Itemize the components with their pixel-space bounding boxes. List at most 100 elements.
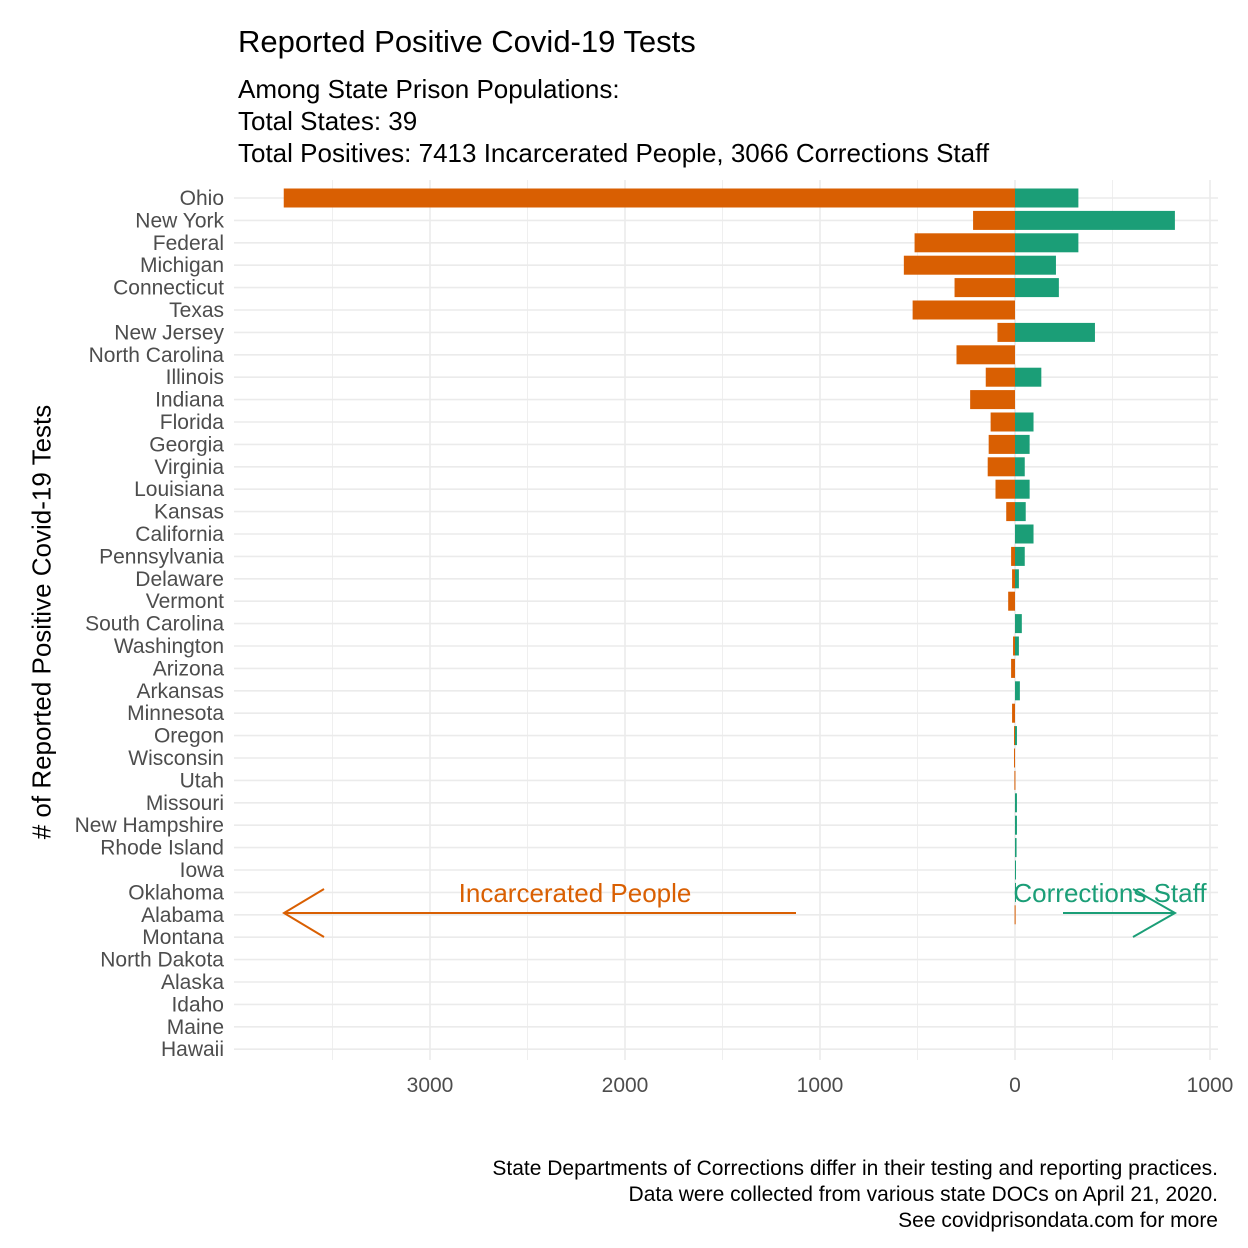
x-tick-label: 2000: [602, 1074, 649, 1097]
annotations: Incarcerated People Corrections Staff: [282, 878, 1207, 938]
bars: [283, 188, 1175, 925]
y-tick-label: California: [135, 523, 224, 546]
y-tick-label: Virginia: [154, 456, 224, 479]
bar-staff-delaware: [1015, 569, 1019, 589]
y-tick-label: Arkansas: [136, 680, 224, 703]
y-tick-label: Alaska: [161, 971, 224, 994]
y-tick-label: New Hampshire: [75, 814, 224, 837]
arrow-right-head: [1132, 888, 1178, 938]
bar-incarcerated-new-york: [973, 210, 1015, 230]
bar-incarcerated-minnesota: [1012, 703, 1015, 723]
grid-lines: [234, 180, 1218, 1060]
bar-incarcerated-louisiana: [995, 479, 1015, 499]
chart-subtitle-line-2: Total States: 39: [238, 106, 418, 136]
chart-subtitle-line-3: Total Positives: 7413 Incarcerated Peopl…: [238, 138, 990, 168]
y-tick-label: North Dakota: [100, 949, 224, 972]
bar-incarcerated-federal: [914, 233, 1015, 253]
bar-incarcerated-delaware: [1012, 569, 1015, 589]
y-tick-label: Michigan: [140, 254, 224, 277]
y-tick-label: Idaho: [171, 993, 224, 1016]
bar-staff-california: [1015, 524, 1034, 544]
bar-staff-washington: [1015, 636, 1019, 656]
bar-staff-iowa: [1015, 860, 1016, 880]
caption-line-1: State Departments of Corrections differ …: [492, 1157, 1218, 1180]
y-tick-label: Florida: [160, 411, 225, 434]
bar-staff-georgia: [1015, 434, 1030, 454]
bar-incarcerated-alabama: [1014, 905, 1016, 925]
bar-incarcerated-michigan: [903, 255, 1015, 275]
bar-incarcerated-utah: [1014, 770, 1016, 790]
bar-staff-oregon: [1015, 726, 1017, 746]
y-tick-label: Arizona: [153, 657, 225, 680]
bar-incarcerated-north-carolina: [956, 345, 1015, 365]
bar-staff-oklahoma: [1015, 882, 1016, 902]
y-tick-label: Vermont: [146, 590, 224, 613]
bar-incarcerated-new-jersey: [997, 322, 1015, 342]
bar-incarcerated-pennsylvania: [1011, 546, 1015, 566]
bar-incarcerated-washington: [1013, 636, 1015, 656]
chart-title: Reported Positive Covid-19 Tests: [238, 24, 696, 59]
bar-incarcerated-arizona: [1011, 658, 1015, 678]
y-tick-label: Delaware: [135, 568, 224, 591]
x-tick-label: 3000: [407, 1074, 454, 1097]
y-tick-label: Montana: [142, 926, 224, 949]
bar-incarcerated-illinois: [985, 367, 1015, 387]
bar-incarcerated-connecticut: [954, 278, 1015, 298]
y-tick-label: Hawaii: [161, 1038, 224, 1061]
y-tick-label: Alabama: [141, 904, 224, 927]
caption-line-2: Data were collected from various state D…: [628, 1183, 1218, 1206]
bar-staff-virginia: [1015, 457, 1025, 477]
y-tick-label: New York: [135, 209, 224, 232]
y-tick-label: Missouri: [146, 792, 224, 815]
y-tick-label: Oklahoma: [128, 881, 224, 904]
arrow-left-head: [282, 888, 325, 938]
y-tick-label: Maine: [167, 1016, 224, 1039]
x-tick-label: 1000: [1187, 1074, 1234, 1097]
bar-staff-louisiana: [1015, 479, 1030, 499]
bar-staff-michigan: [1015, 255, 1056, 275]
y-tick-label: Iowa: [180, 859, 225, 882]
y-tick-label: Texas: [169, 299, 224, 322]
bar-staff-pennsylvania: [1015, 546, 1025, 566]
x-tick-label: 1000: [797, 1074, 844, 1097]
bar-staff-florida: [1015, 412, 1034, 432]
y-tick-label: Indiana: [155, 389, 224, 412]
y-tick-label: Pennsylvania: [99, 545, 224, 568]
bar-staff-new-jersey: [1015, 322, 1095, 342]
bar-incarcerated-indiana: [970, 390, 1015, 410]
bar-incarcerated-texas: [912, 300, 1015, 320]
y-tick-label: Illinois: [166, 366, 224, 389]
chart-caption: State Departments of Corrections differ …: [492, 1156, 1218, 1234]
y-tick-label: Georgia: [149, 433, 224, 456]
y-tick-label: New Jersey: [114, 321, 224, 344]
bar-incarcerated-wisconsin: [1014, 748, 1016, 768]
y-tick-label: Utah: [180, 769, 224, 792]
y-tick-label: Louisiana: [134, 478, 224, 501]
bar-staff-ohio: [1015, 188, 1079, 208]
y-tick-label: North Carolina: [89, 344, 225, 367]
bar-staff-new-york: [1015, 210, 1175, 230]
caption-line-3: See covidprisondata.com for more: [898, 1209, 1218, 1232]
x-tick-labels: 3000 2000 1000 0 1000: [407, 1074, 1234, 1097]
bar-incarcerated-virginia: [987, 457, 1015, 477]
y-tick-label: Connecticut: [113, 277, 224, 300]
y-tick-label: Federal: [153, 232, 224, 255]
y-tick-label: Rhode Island: [100, 837, 224, 860]
annotation-corrections-staff: Corrections Staff: [1013, 878, 1207, 908]
bar-incarcerated-ohio: [283, 188, 1015, 208]
y-tick-label: Minnesota: [127, 702, 224, 725]
bar-staff-missouri: [1015, 793, 1017, 813]
bar-staff-rhode-island: [1015, 838, 1017, 858]
bar-staff-new-hampshire: [1015, 815, 1017, 835]
bar-incarcerated-oregon: [1014, 726, 1016, 746]
chart-subtitle-line-1: Among State Prison Populations:: [238, 74, 620, 104]
y-tick-label: Ohio: [180, 187, 224, 210]
y-tick-label: South Carolina: [85, 613, 224, 636]
bar-incarcerated-florida: [990, 412, 1015, 432]
bar-staff-illinois: [1015, 367, 1042, 387]
y-tick-label: Kansas: [154, 501, 224, 524]
x-tick-label: 0: [1009, 1074, 1021, 1097]
annotation-incarcerated-people: Incarcerated People: [459, 878, 692, 908]
y-tick-label: Washington: [114, 635, 224, 658]
